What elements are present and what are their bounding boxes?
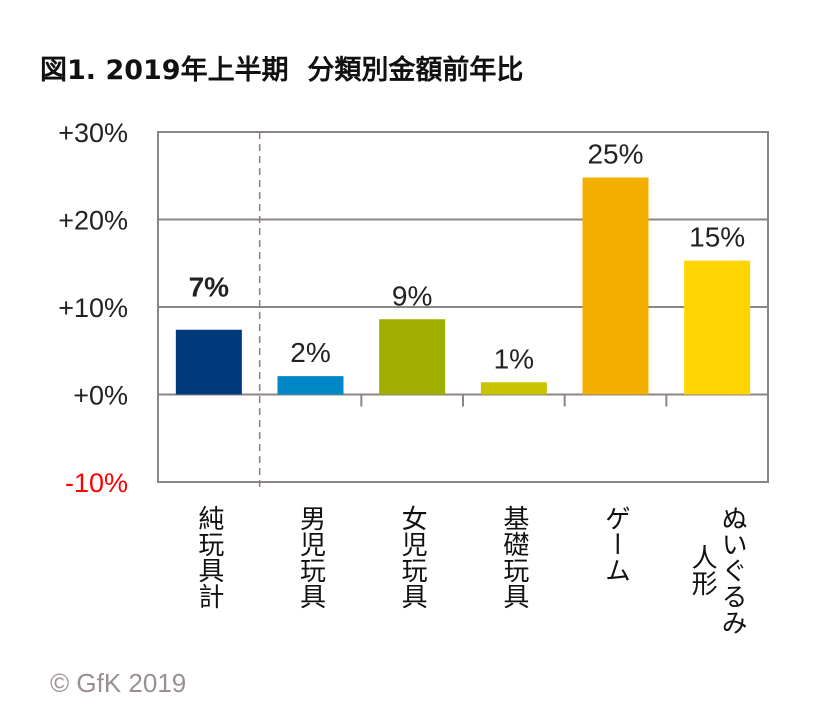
data-label: 15% — [689, 222, 745, 253]
category-label: 純玩具計 — [193, 505, 224, 609]
data-label: 2% — [290, 337, 330, 368]
bar — [379, 319, 446, 395]
category-label: 男児玩具 — [295, 505, 326, 609]
y-tick-label: +20% — [58, 206, 128, 236]
y-tick-label: -10% — [65, 468, 128, 498]
category-label: 女児玩具 — [397, 505, 428, 609]
data-label: 9% — [392, 280, 432, 311]
category-label: ゲーム — [600, 505, 631, 583]
bar — [175, 329, 242, 395]
bar — [277, 376, 344, 395]
category-label: 基礎玩具 — [498, 505, 529, 609]
data-label: 7% — [189, 272, 230, 303]
bar — [582, 177, 649, 395]
data-label: 25% — [587, 139, 643, 170]
bar — [684, 260, 751, 395]
plot-frame — [157, 131, 769, 483]
data-label: 1% — [494, 343, 534, 374]
category-label: ぬいぐるみ 人形 — [687, 505, 748, 635]
y-tick-label: +30% — [58, 118, 128, 148]
chart-title: 図1. 2019年上半期 分類別金額前年比 — [40, 55, 524, 86]
copyright: © GfK 2019 — [50, 668, 187, 698]
y-tick-label: +0% — [73, 381, 128, 411]
bar — [480, 382, 547, 395]
y-tick-label: +10% — [58, 293, 128, 323]
